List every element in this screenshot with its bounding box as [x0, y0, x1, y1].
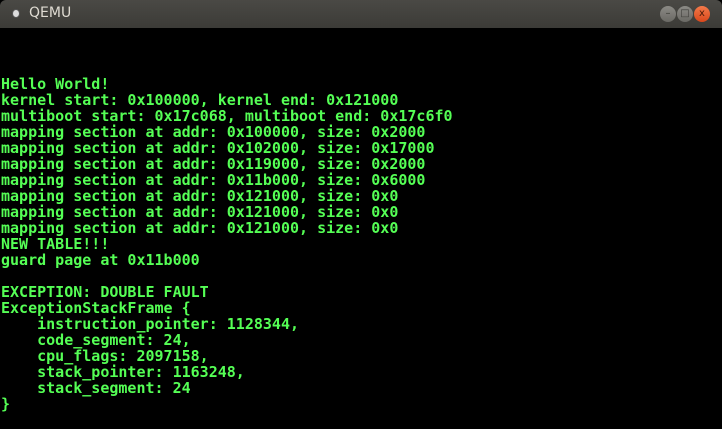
console-line: }	[1, 395, 11, 413]
maximize-button[interactable]: □	[677, 6, 693, 22]
console-line: mapping section at addr: 0x11b000, size:…	[1, 171, 426, 189]
close-button[interactable]: x	[694, 6, 710, 22]
console-line: mapping section at addr: 0x100000, size:…	[1, 123, 426, 141]
console-line: EXCEPTION: DOUBLE FAULT	[1, 283, 209, 301]
console-line: cpu_flags: 2097158,	[1, 347, 209, 365]
console-output: Hello World! kernel start: 0x100000, kern…	[1, 76, 453, 412]
console-line: ExceptionStackFrame {	[1, 299, 191, 317]
console-line: mapping section at addr: 0x121000, size:…	[1, 187, 399, 205]
console-line: instruction_pointer: 1128344,	[1, 315, 300, 333]
console-line: stack_segment: 24	[1, 379, 191, 397]
console-line: mapping section at addr: 0x119000, size:…	[1, 155, 426, 173]
vm-display[interactable]: Hello World! kernel start: 0x100000, kern…	[1, 28, 721, 428]
console-line: Hello World!	[1, 75, 110, 93]
console-line: multiboot start: 0x17c068, multiboot end…	[1, 107, 453, 125]
console-line: guard page at 0x11b000	[1, 251, 200, 269]
window-title: QEMU	[29, 5, 72, 21]
console-line	[1, 268, 453, 284]
console-line: mapping section at addr: 0x102000, size:…	[1, 139, 435, 157]
console-line: mapping section at addr: 0x121000, size:…	[1, 219, 399, 237]
qemu-app-icon	[13, 10, 19, 17]
console-line: mapping section at addr: 0x121000, size:…	[1, 203, 399, 221]
minimize-button[interactable]: –	[660, 6, 676, 22]
console-line: kernel start: 0x100000, kernel end: 0x12…	[1, 91, 399, 109]
console-line: NEW TABLE!!!	[1, 235, 110, 253]
console-line: code_segment: 24,	[1, 331, 191, 349]
title-bar[interactable]: QEMU – □ x	[0, 0, 722, 28]
console-line: stack_pointer: 1163248,	[1, 363, 245, 381]
